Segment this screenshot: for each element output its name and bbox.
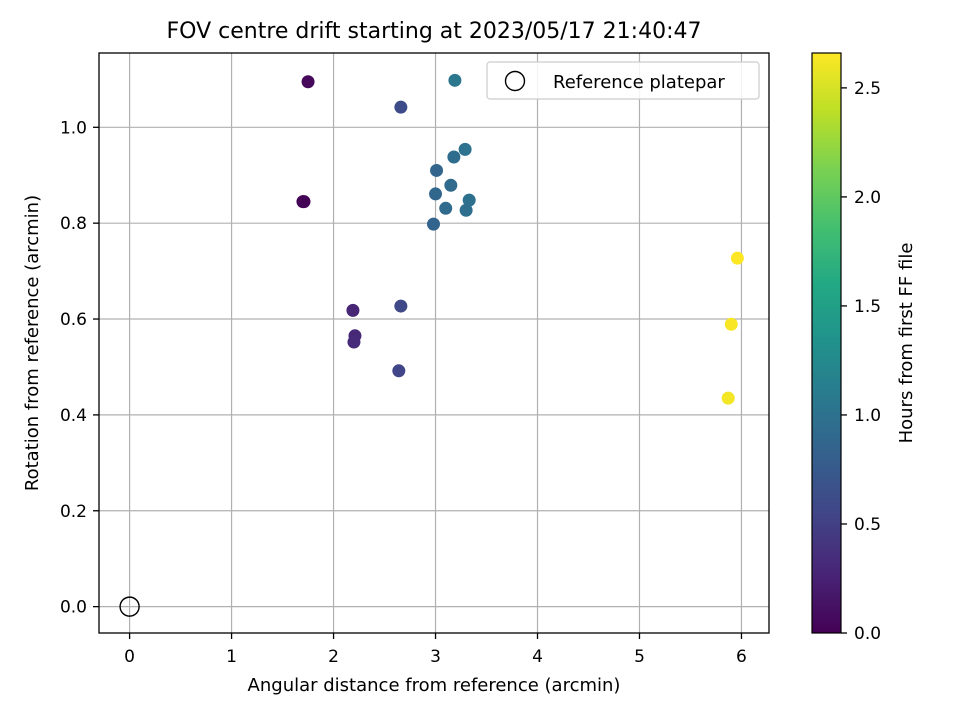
data-point — [462, 193, 476, 207]
y-axis-ticks: 0.0 0.2 0.4 0.6 0.8 1.0 — [60, 118, 99, 618]
data-point — [429, 187, 443, 201]
data-point — [297, 195, 311, 209]
colorbar-tick-label: 2.0 — [854, 188, 881, 208]
chart-title: FOV centre drift starting at 2023/05/17 … — [167, 19, 702, 44]
y-tick-label: 0.8 — [60, 214, 87, 234]
colorbar-tick-label: 1.5 — [854, 297, 881, 317]
plot-frame — [98, 52, 770, 634]
colorbar-frame — [811, 52, 842, 634]
data-point — [394, 299, 408, 313]
data-point — [347, 335, 361, 349]
data-point — [724, 317, 738, 331]
legend-box — [486, 61, 760, 100]
data-point — [458, 142, 472, 156]
data-point — [730, 251, 744, 265]
colorbar-tick-label: 1.0 — [854, 406, 881, 426]
x-tick-label: 3 — [430, 647, 441, 667]
data-point — [392, 364, 406, 378]
colorbar: 0.0 0.5 1.0 1.5 2.0 2.5 Hours from first FF f… — [811, 52, 917, 644]
y-tick-label: 0.6 — [60, 310, 87, 330]
y-axis-label: Rotation from reference (arcmin) — [22, 195, 43, 491]
legend-marker-reference — [504, 70, 526, 92]
data-point — [447, 150, 461, 164]
colorbar-tick-label: 0.0 — [854, 624, 881, 644]
x-tick-label: 5 — [634, 647, 645, 667]
x-tick-label: 4 — [532, 647, 543, 667]
reference-marker-layer — [119, 596, 140, 617]
data-point — [430, 163, 444, 177]
colorbar-tick-label: 2.5 — [854, 79, 881, 99]
legend: Reference platepar — [486, 61, 760, 100]
colorbar-tick-label: 0.5 — [854, 515, 881, 535]
data-point — [439, 201, 453, 215]
colorbar-gradient — [812, 53, 841, 633]
data-point — [459, 203, 473, 217]
x-axis-ticks: 0 1 2 3 4 5 6 — [124, 633, 747, 667]
colorbar-label: Hours from first FF file — [896, 243, 917, 444]
x-tick-label: 2 — [328, 647, 339, 667]
x-axis-label: Angular distance from reference (arcmin) — [248, 675, 621, 696]
legend-label-reference: Reference platepar — [553, 72, 725, 93]
x-tick-label: 0 — [124, 647, 135, 667]
data-point — [448, 73, 462, 87]
data-point — [301, 75, 315, 89]
x-tick-label: 6 — [736, 647, 747, 667]
x-tick-label: 1 — [226, 647, 237, 667]
data-point — [721, 391, 735, 405]
colorbar-ticks: 0.0 0.5 1.0 1.5 2.0 2.5 — [841, 79, 881, 644]
y-tick-label: 0.0 — [60, 598, 87, 618]
y-tick-label: 0.2 — [60, 502, 87, 522]
data-point — [394, 100, 408, 114]
grid — [99, 53, 769, 633]
data-point — [444, 178, 458, 192]
data-points — [296, 73, 744, 405]
reference-platepar-marker — [119, 596, 140, 617]
data-point — [346, 303, 360, 317]
data-point — [426, 217, 440, 231]
y-tick-label: 0.4 — [60, 406, 87, 426]
y-tick-label: 1.0 — [60, 118, 87, 138]
